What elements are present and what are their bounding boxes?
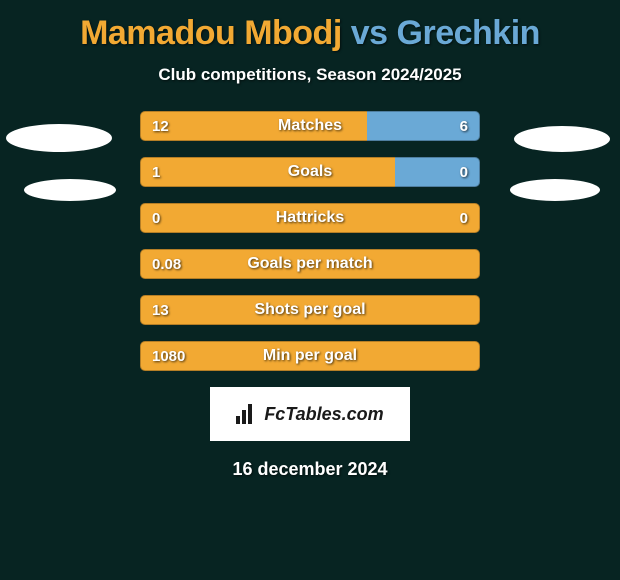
stat-bar-row: Matches126 [140, 111, 480, 141]
stats-bars: Matches126Goals10Hattricks00Goals per ma… [0, 111, 620, 371]
bar-segment-full [140, 249, 480, 279]
stat-bar-row: Min per goal1080 [140, 341, 480, 371]
subtitle: Club competitions, Season 2024/2025 [0, 65, 620, 85]
player1-name: Mamadou Mbodj [80, 14, 342, 52]
stat-bar-row: Shots per goal13 [140, 295, 480, 325]
comparison-title: Mamadou Mbodj vs Grechkin [0, 0, 620, 53]
bar-segment-left [140, 111, 367, 141]
stat-bar-row: Hattricks00 [140, 203, 480, 233]
stat-bar-row: Goals10 [140, 157, 480, 187]
bar-value-right: 6 [460, 111, 468, 141]
bar-segment-left [140, 157, 395, 187]
bar-value-right: 0 [460, 203, 468, 233]
bar-value-left: 0.08 [152, 249, 181, 279]
brand-text: FcTables.com [264, 404, 383, 425]
bar-value-left: 1080 [152, 341, 185, 371]
bar-value-left: 1 [152, 157, 160, 187]
bar-value-right: 0 [460, 157, 468, 187]
bar-segment-full [140, 203, 480, 233]
date-label: 16 december 2024 [0, 459, 620, 480]
brand-box[interactable]: FcTables.com [210, 387, 410, 441]
bar-chart-icon [236, 404, 258, 424]
vs-label: vs [351, 14, 388, 52]
player2-name: Grechkin [397, 14, 540, 52]
bar-segment-full [140, 295, 480, 325]
bar-value-left: 0 [152, 203, 160, 233]
bar-segment-full [140, 341, 480, 371]
stat-bar-row: Goals per match0.08 [140, 249, 480, 279]
bar-value-left: 12 [152, 111, 169, 141]
bar-value-left: 13 [152, 295, 169, 325]
